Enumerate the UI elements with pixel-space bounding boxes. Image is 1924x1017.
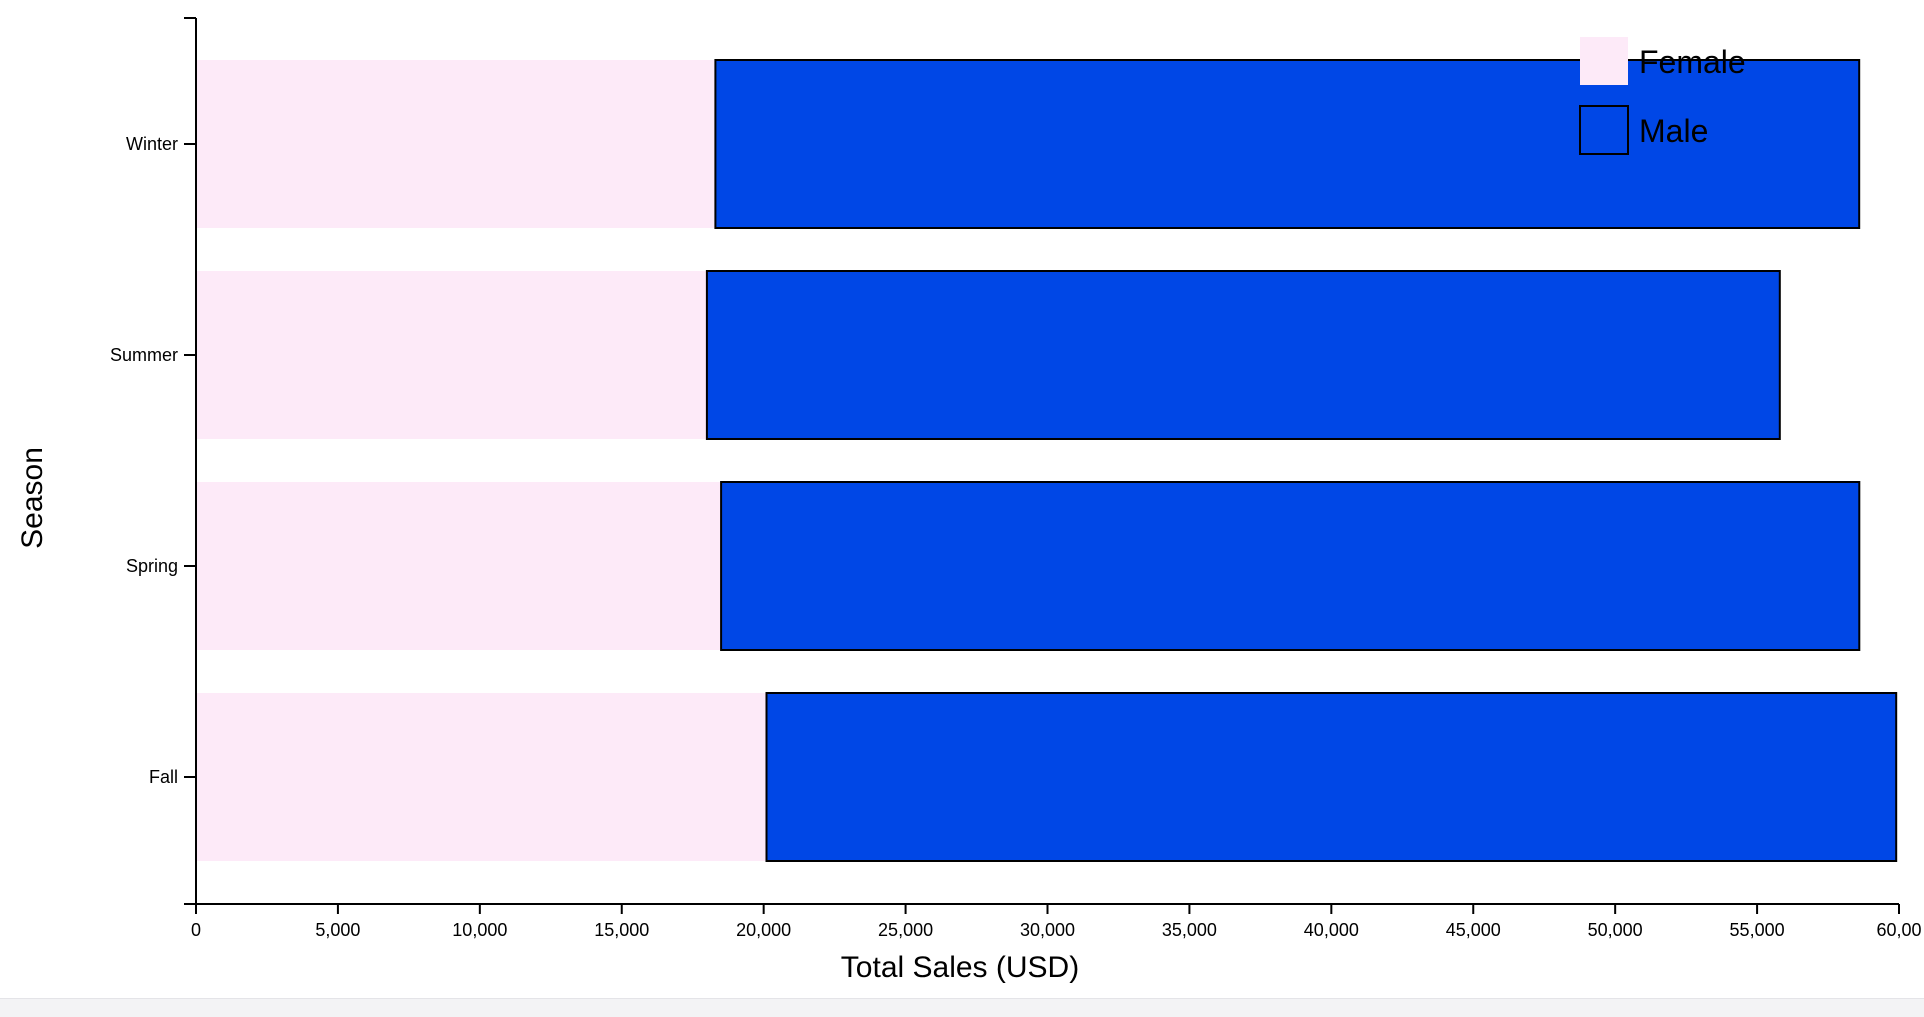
x-tick-label-12: 60,00 bbox=[1876, 920, 1921, 940]
bars-layer bbox=[196, 59, 1898, 862]
y-tick-label-spring: Spring bbox=[126, 556, 178, 576]
x-tick-label-10: 50,000 bbox=[1588, 920, 1643, 940]
bar-female-winter[interactable] bbox=[196, 60, 716, 228]
x-tick-label-6: 30,000 bbox=[1020, 920, 1075, 940]
bar-female-fall[interactable] bbox=[196, 693, 767, 861]
x-tick-label-5: 25,000 bbox=[878, 920, 933, 940]
legend-swatch-female[interactable] bbox=[1580, 37, 1628, 85]
legend-label-male[interactable]: Male bbox=[1639, 113, 1708, 149]
y-tick-label-summer: Summer bbox=[110, 345, 178, 365]
x-tick-label-0: 0 bbox=[191, 920, 201, 940]
x-tick-label-1: 5,000 bbox=[315, 920, 360, 940]
legend: Female Male bbox=[1579, 37, 1746, 155]
y-axis-title: Season bbox=[16, 447, 49, 549]
bar-male-summer[interactable] bbox=[705, 270, 1781, 440]
page-bottom-strip bbox=[0, 998, 1924, 1017]
legend-swatch-male[interactable] bbox=[1579, 105, 1629, 155]
y-tick-label-winter: Winter bbox=[126, 134, 178, 154]
y-tick-label-fall: Fall bbox=[149, 767, 178, 787]
x-tick-label-4: 20,000 bbox=[736, 920, 791, 940]
x-tick-label-9: 45,000 bbox=[1446, 920, 1501, 940]
bar-female-summer[interactable] bbox=[196, 271, 707, 439]
bar-male-fall[interactable] bbox=[765, 692, 1898, 862]
axes-layer: Winter Summer Spring Fall 0 5,000 10,000 15,000… bbox=[110, 17, 1922, 940]
x-tick-label-7: 35,000 bbox=[1162, 920, 1217, 940]
bar-female-spring[interactable] bbox=[196, 482, 722, 650]
bar-male-winter[interactable] bbox=[714, 59, 1861, 229]
legend-label-female[interactable]: Female bbox=[1639, 44, 1746, 80]
x-tick-label-2: 10,000 bbox=[452, 920, 507, 940]
x-axis-title: Total Sales (USD) bbox=[841, 951, 1079, 984]
x-tick-label-8: 40,000 bbox=[1304, 920, 1359, 940]
bar-male-spring[interactable] bbox=[720, 481, 1861, 651]
x-tick-label-11: 55,000 bbox=[1730, 920, 1785, 940]
x-tick-label-3: 15,000 bbox=[594, 920, 649, 940]
